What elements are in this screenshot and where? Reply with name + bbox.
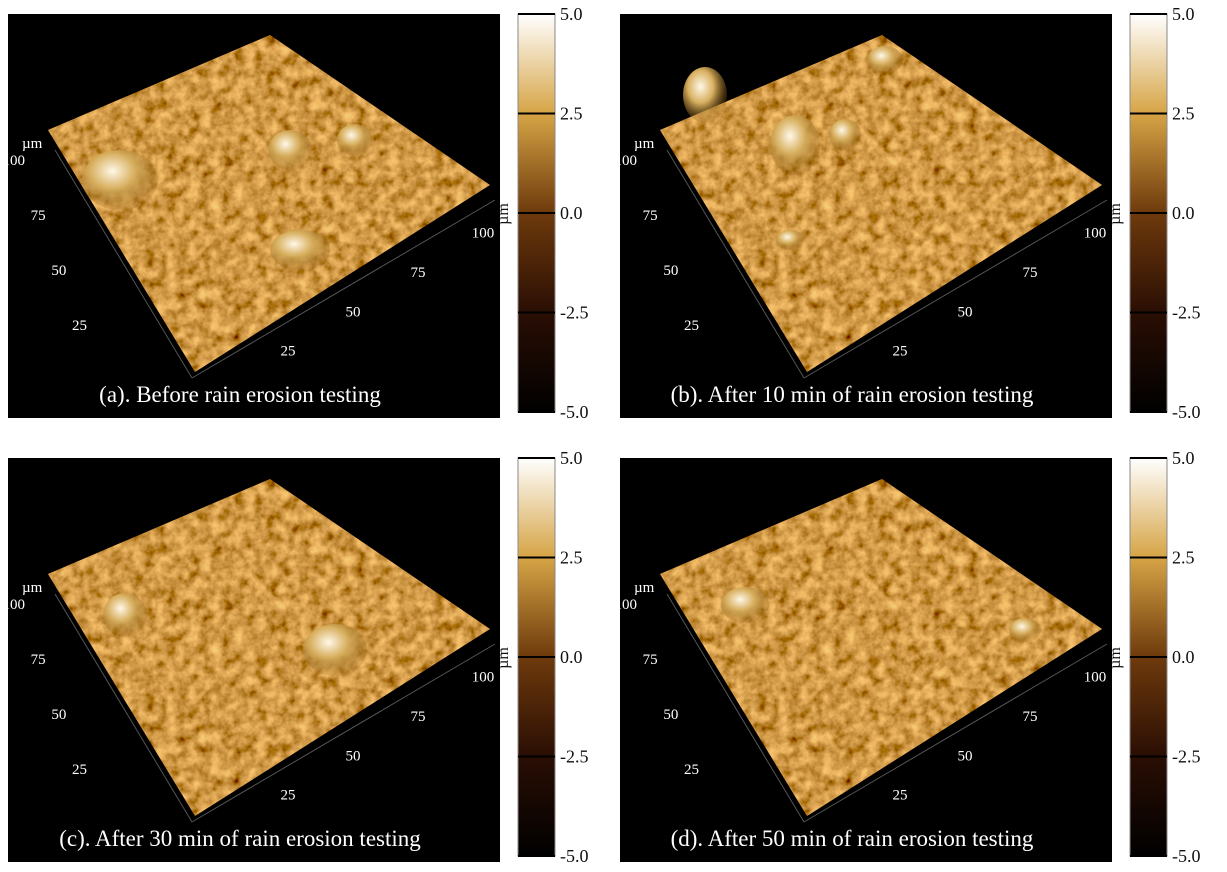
x-tick-label: 50: [958, 304, 973, 320]
colorbar-tick-label: 2.5: [1172, 104, 1195, 124]
y-axis: [54, 593, 193, 823]
x-tick-label: 50: [958, 748, 973, 764]
colorbar-tick-label: 5.0: [1172, 448, 1195, 468]
x-axis: [191, 643, 496, 823]
surface-peak: [270, 230, 330, 270]
surface-peak: [303, 624, 367, 676]
surface-peak: [337, 124, 373, 156]
colorbar-tick-label: 0.0: [560, 203, 583, 223]
y-tick-label: 100: [3, 153, 26, 169]
y-tick-label: 50: [51, 707, 66, 723]
y-unit: µm: [634, 136, 655, 152]
colorbar-tick-label: -5.0: [1172, 846, 1201, 866]
surface-peak: [82, 150, 158, 210]
x-tick-label: 100: [472, 226, 495, 242]
colorbar-tick-label: -2.5: [1172, 303, 1201, 323]
caption: (d). After 50 min of rain erosion testin…: [671, 826, 1034, 851]
y-axis: [54, 149, 193, 379]
caption: (c). After 30 min of rain erosion testin…: [59, 826, 421, 851]
colorbar-tick-label: -2.5: [1172, 747, 1201, 767]
surface-texture: [660, 35, 1102, 372]
surface-texture: [48, 35, 490, 372]
x-tick-label: 25: [893, 344, 908, 360]
y-axis: [666, 149, 805, 379]
x-tick-label: 75: [1023, 265, 1038, 281]
surface-peak: [867, 46, 903, 74]
y-tick-label: 75: [643, 208, 658, 224]
y-tick-label: 25: [684, 318, 699, 334]
surface-texture: [660, 479, 1102, 816]
colorbar-tick-label: -5.0: [560, 402, 589, 422]
y-tick-label: 75: [643, 652, 658, 668]
x-tick-label: 75: [411, 709, 426, 725]
y-tick-label: 100: [3, 597, 26, 613]
colorbar-tick-label: 2.5: [560, 548, 583, 568]
y-tick-label: 75: [31, 652, 46, 668]
colorbar-tick-label: 5.0: [560, 448, 583, 468]
y-unit: µm: [22, 580, 43, 596]
colorbar-tick-label: 0.0: [1172, 647, 1195, 667]
colorbar-tick-label: 2.5: [560, 104, 583, 124]
panel: µm 25 50 75 100 25 50 75 100 (a). Before rain ero…: [3, 4, 589, 422]
colorbar-label: µm: [1107, 203, 1124, 225]
x-axis: [803, 643, 1108, 823]
colorbar-tick-label: -2.5: [560, 303, 589, 323]
y-axis: [666, 593, 805, 823]
y-tick-label: 100: [615, 597, 638, 613]
panel: µm 25 50 75 100 25 50 75 100 (d). After 50 min of…: [615, 448, 1201, 866]
colorbar-tick-label: -2.5: [560, 747, 589, 767]
colorbar-tick-label: 5.0: [1172, 4, 1195, 24]
y-unit: µm: [634, 580, 655, 596]
x-tick-label: 100: [472, 670, 495, 686]
x-tick-label: 50: [346, 304, 361, 320]
surface-peak: [776, 230, 804, 250]
x-tick-label: 75: [1023, 709, 1038, 725]
colorbar-tick-label: 5.0: [560, 4, 583, 24]
surface-peak: [770, 115, 820, 175]
surface-peak: [683, 67, 727, 123]
colorbar-tick-label: 0.0: [1172, 203, 1195, 223]
colorbar-tick-label: 2.5: [1172, 548, 1195, 568]
y-tick-label: 100: [615, 153, 638, 169]
caption: (a). Before rain erosion testing: [99, 382, 381, 407]
y-tick-label: 50: [663, 263, 678, 279]
x-tick-label: 100: [1084, 226, 1107, 242]
y-tick-label: 75: [31, 208, 46, 224]
x-axis: [191, 199, 496, 379]
panel: µm 25 50 75 100 25 50 75 100 (c). After 30 min of…: [3, 448, 589, 866]
x-tick-label: 25: [893, 788, 908, 804]
y-unit: µm: [22, 136, 43, 152]
colorbar-label: µm: [1107, 647, 1124, 669]
y-tick-label: 50: [51, 263, 66, 279]
x-tick-label: 25: [281, 344, 296, 360]
y-tick-label: 25: [72, 762, 87, 778]
x-tick-label: 75: [411, 265, 426, 281]
colorbar-label: µm: [495, 203, 512, 225]
surface-peak: [103, 593, 147, 637]
surface-peak: [721, 587, 769, 623]
surface-peak: [268, 130, 312, 170]
x-tick-label: 25: [281, 788, 296, 804]
caption: (b). After 10 min of rain erosion testin…: [671, 382, 1034, 407]
x-axis: [803, 199, 1108, 379]
y-tick-label: 25: [684, 762, 699, 778]
y-tick-label: 25: [72, 318, 87, 334]
colorbar-tick-label: -5.0: [560, 846, 589, 866]
colorbar-tick-label: -5.0: [1172, 402, 1201, 422]
panel: µm 25 50 75 100 25 50 75 100 (b). After 10 min of…: [615, 4, 1201, 422]
surface-peak: [829, 119, 861, 151]
x-tick-label: 50: [346, 748, 361, 764]
y-tick-label: 50: [663, 707, 678, 723]
x-tick-label: 100: [1084, 670, 1107, 686]
surface-peak: [1009, 618, 1041, 642]
colorbar-tick-label: 0.0: [560, 647, 583, 667]
colorbar-label: µm: [495, 647, 512, 669]
surface-texture: [48, 479, 490, 816]
